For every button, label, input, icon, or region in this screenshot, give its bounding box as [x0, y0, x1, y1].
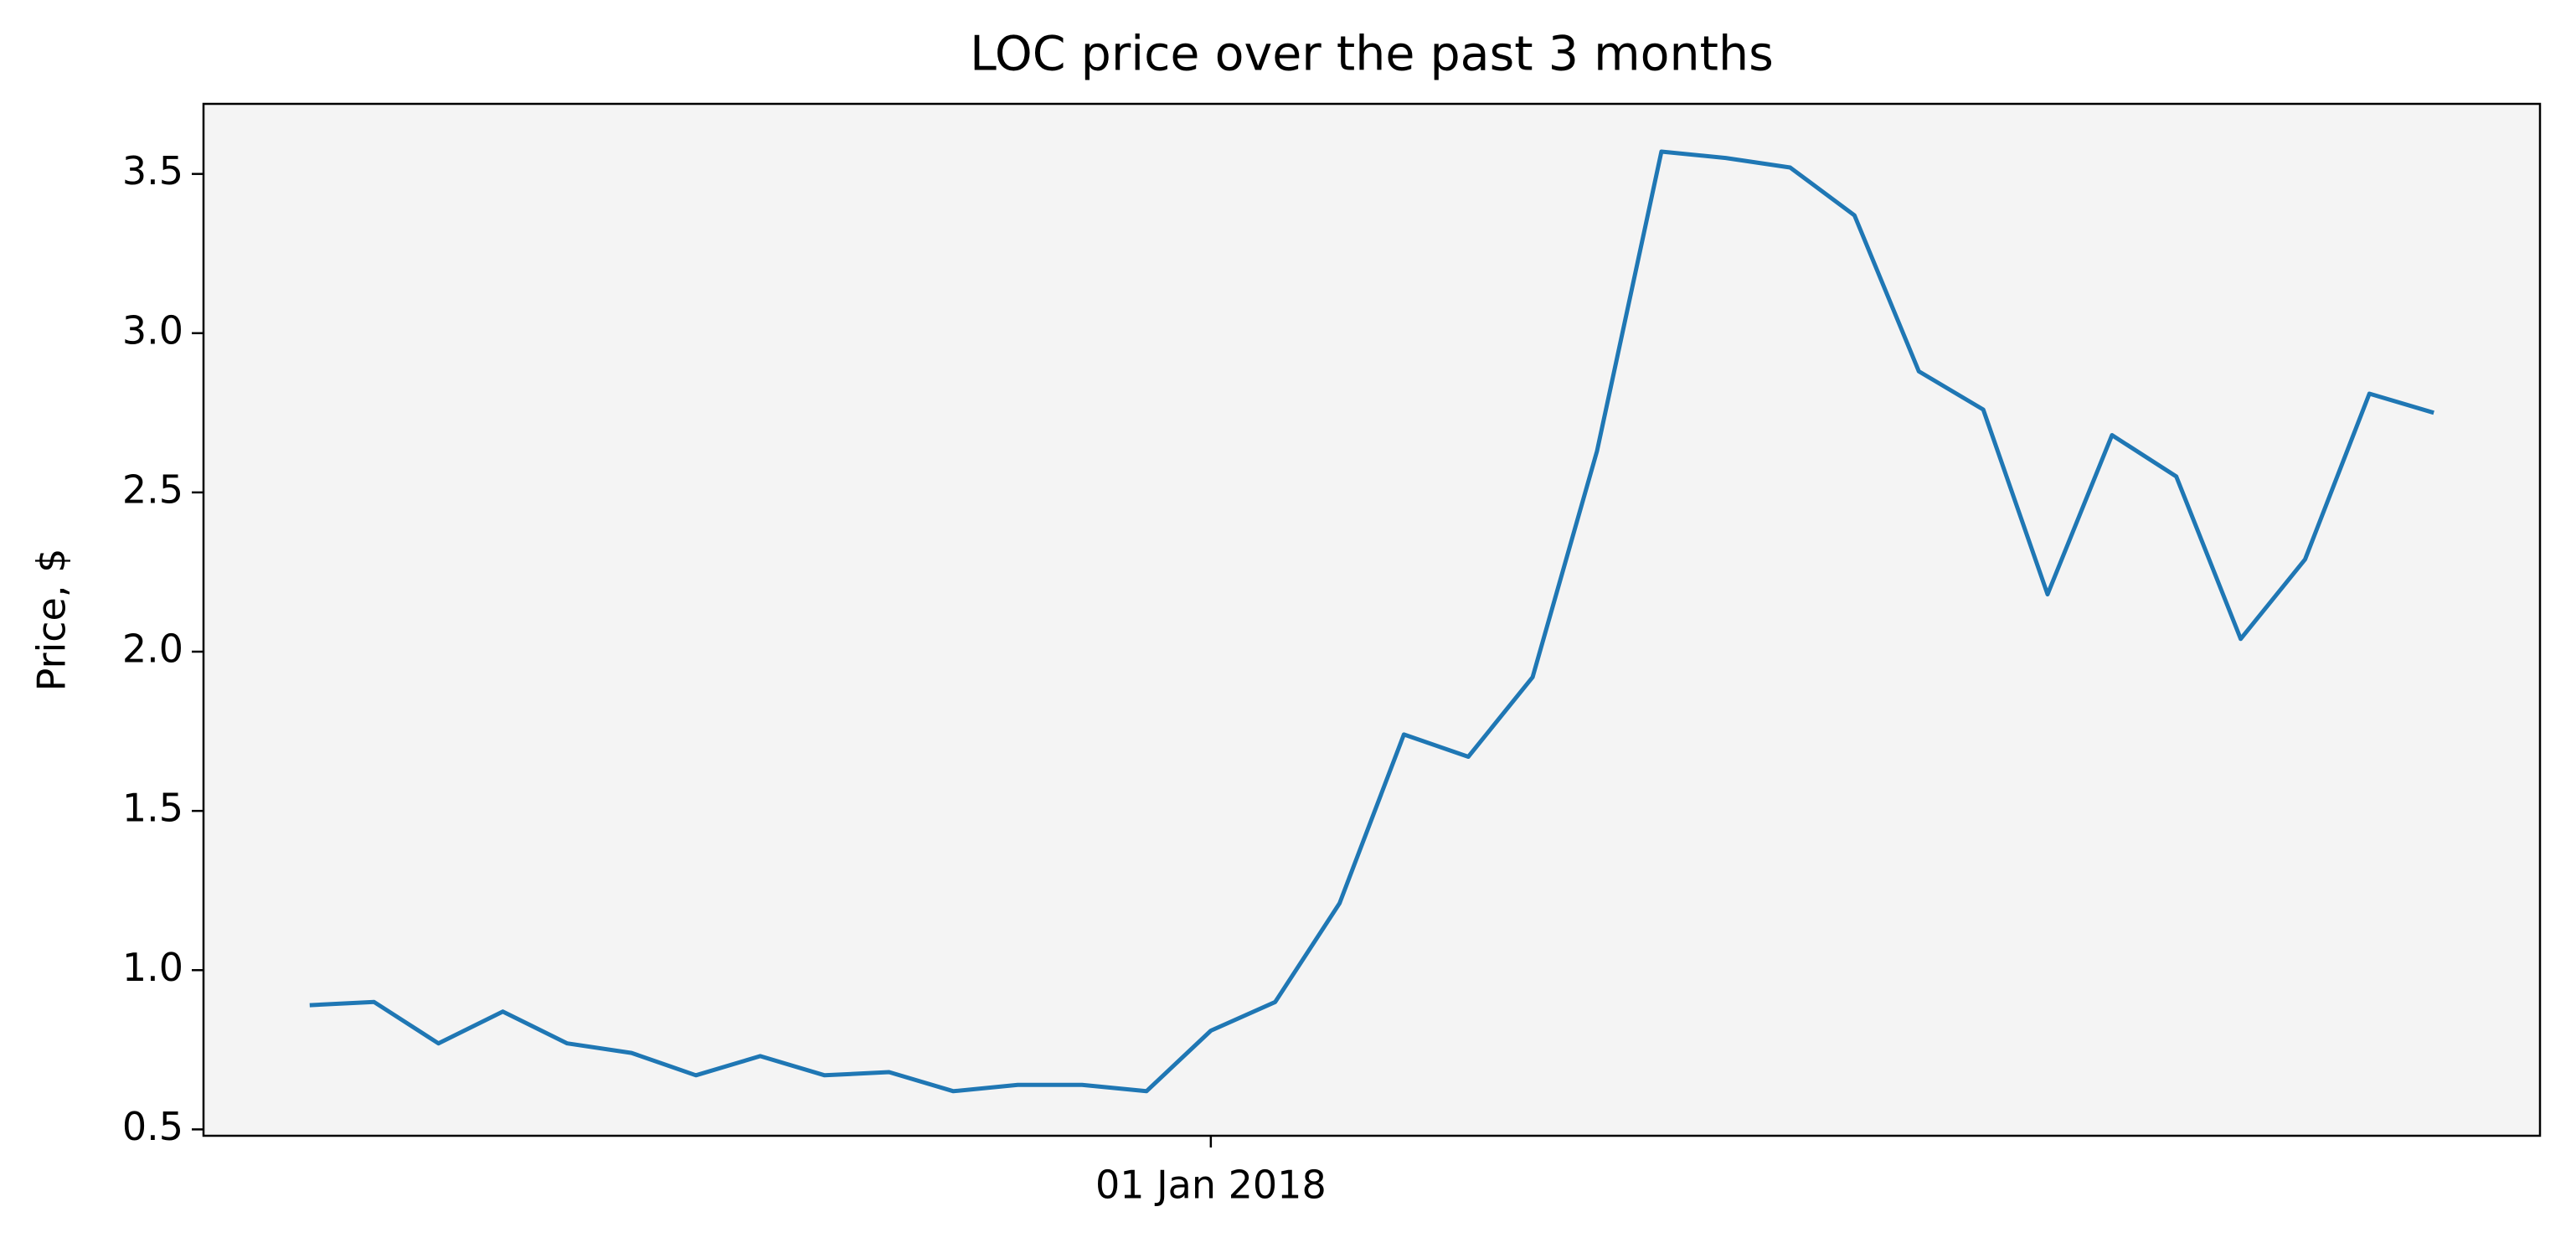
x-tick-label: 01 Jan 2018	[1095, 1163, 1327, 1208]
y-tick-label: 1.5	[122, 786, 183, 831]
y-tick-label: 2.5	[122, 467, 183, 512]
y-tick-label: 0.5	[122, 1104, 183, 1149]
y-axis-label: Price, $	[29, 549, 75, 692]
y-tick-label: 2.0	[122, 627, 183, 672]
y-tick-label: 1.0	[122, 945, 183, 990]
plot-background	[204, 104, 2540, 1136]
y-tick-label: 3.5	[122, 148, 183, 193]
chart-title: LOC price over the past 3 months	[970, 27, 1774, 82]
price-line	[309, 149, 2434, 1094]
y-tick-label: 3.0	[122, 307, 183, 353]
plot-frame	[202, 102, 2542, 1137]
